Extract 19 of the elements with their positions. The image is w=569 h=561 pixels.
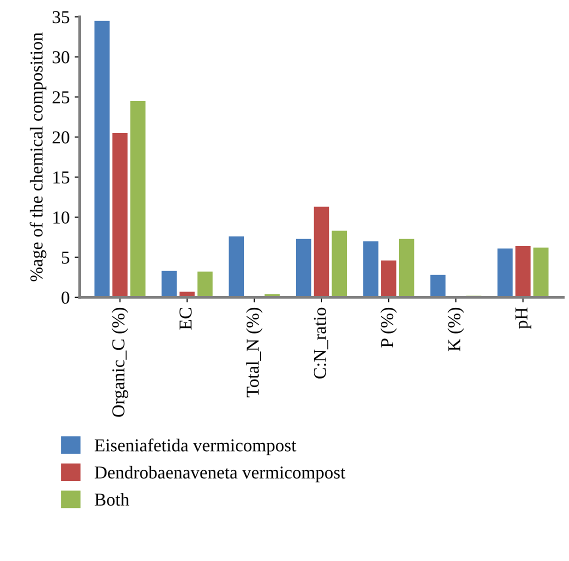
y-tick-label: 30 — [52, 51, 70, 64]
y-tick-label: 0 — [62, 292, 70, 304]
legend-label: Both — [94, 493, 130, 506]
y-tick-label: 20 — [52, 131, 70, 144]
x-tick-label: pH — [516, 308, 532, 329]
x-tick-label: K (%) — [448, 308, 464, 352]
legend-label: Dendrobaenaveneta vermicompost — [94, 466, 346, 482]
legend-label: Eiseniafetida vermicompost — [94, 438, 296, 456]
x-tick-label: Total_N (%) — [246, 308, 262, 398]
x-tick-label: EC — [180, 308, 192, 330]
y-tick-label: 35 — [52, 11, 70, 24]
x-tick-label: C:N_ratio — [314, 308, 328, 379]
y-tick-label: 15 — [53, 171, 70, 184]
y-axis-title: %age of the chemical composition — [30, 32, 46, 282]
y-tick-label: 5 — [62, 252, 70, 264]
x-tick-label: Organic_C (%) — [112, 308, 128, 417]
y-tick-label: 10 — [53, 211, 70, 224]
x-tick-label: P (%) — [380, 308, 397, 348]
y-tick-label: 25 — [52, 91, 70, 104]
